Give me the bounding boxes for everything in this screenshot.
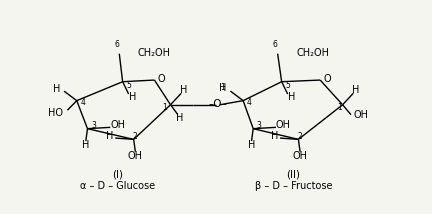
- Text: 4: 4: [81, 98, 86, 107]
- Text: 2: 2: [298, 132, 302, 141]
- Text: 1: 1: [162, 103, 167, 112]
- Text: β – D – Fructose: β – D – Fructose: [254, 181, 332, 191]
- Text: H: H: [129, 92, 137, 102]
- Text: 6: 6: [273, 40, 277, 49]
- Text: H: H: [180, 85, 187, 95]
- Text: OH: OH: [128, 150, 143, 160]
- Text: HO: HO: [48, 108, 63, 118]
- Text: H: H: [106, 131, 113, 141]
- Text: H: H: [353, 85, 360, 95]
- Text: O: O: [158, 74, 165, 84]
- Text: H: H: [176, 113, 184, 123]
- Text: 3: 3: [257, 121, 262, 130]
- Text: 5: 5: [285, 81, 290, 90]
- Text: H: H: [53, 84, 60, 94]
- Text: α – D – Glucose: α – D – Glucose: [80, 181, 155, 191]
- Text: OH: OH: [276, 120, 291, 130]
- Text: 1: 1: [337, 103, 342, 112]
- Text: O: O: [324, 74, 331, 84]
- Text: (II): (II): [286, 170, 300, 180]
- Text: OH: OH: [353, 110, 368, 120]
- Text: CH₂OH: CH₂OH: [296, 48, 329, 58]
- Text: (I): (I): [112, 170, 123, 180]
- Text: 2: 2: [133, 132, 138, 141]
- Text: –O–: –O–: [209, 99, 227, 109]
- Text: OH: OH: [110, 120, 125, 130]
- Text: H: H: [248, 140, 255, 150]
- Text: 1: 1: [221, 83, 226, 92]
- Text: OH: OH: [292, 150, 308, 160]
- Text: 6: 6: [114, 40, 119, 49]
- Text: 5: 5: [126, 81, 131, 90]
- Text: H: H: [270, 131, 278, 141]
- Text: H: H: [219, 83, 227, 93]
- Text: H: H: [288, 92, 295, 102]
- Text: 3: 3: [91, 121, 96, 130]
- Text: H: H: [82, 140, 89, 150]
- Text: CH₂OH: CH₂OH: [138, 48, 171, 58]
- Text: 4: 4: [247, 98, 252, 107]
